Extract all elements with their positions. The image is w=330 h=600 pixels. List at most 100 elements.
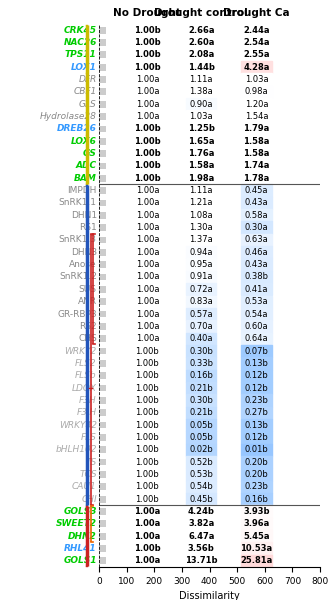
Text: Hydrolase28: Hydrolase28: [40, 112, 97, 121]
Text: 1.00b: 1.00b: [136, 433, 159, 442]
Text: 0.53a: 0.53a: [245, 297, 268, 306]
Bar: [241, 73, 272, 86]
Text: 2.55a: 2.55a: [243, 50, 270, 59]
Text: 1.78a: 1.78a: [244, 174, 270, 183]
Bar: [241, 332, 272, 345]
Text: 0.41a: 0.41a: [245, 285, 268, 294]
Bar: [186, 419, 216, 431]
Bar: [99, 249, 106, 256]
Bar: [132, 234, 163, 246]
Bar: [241, 554, 272, 567]
Text: 0.43a: 0.43a: [245, 260, 268, 269]
Text: SUS: SUS: [79, 285, 97, 294]
Text: 1.65a: 1.65a: [188, 137, 215, 146]
Text: 0.72a: 0.72a: [189, 285, 213, 294]
Bar: [186, 357, 216, 370]
Text: 1.00a: 1.00a: [136, 223, 159, 232]
Bar: [186, 221, 216, 234]
Text: 1.00a: 1.00a: [136, 334, 159, 343]
Bar: [99, 101, 106, 107]
Text: GOLS1: GOLS1: [63, 556, 97, 565]
Bar: [241, 61, 272, 73]
Bar: [99, 298, 106, 305]
X-axis label: Dissimilarity: Dissimilarity: [179, 591, 240, 600]
Text: FLS2: FLS2: [75, 359, 97, 368]
Text: 1.00a: 1.00a: [134, 532, 160, 541]
Bar: [132, 135, 163, 148]
Bar: [132, 493, 163, 505]
Text: RS2: RS2: [79, 322, 97, 331]
Bar: [99, 422, 106, 428]
Text: CHI: CHI: [81, 494, 97, 503]
Bar: [132, 73, 163, 86]
Bar: [132, 443, 163, 456]
Text: bHLH102: bHLH102: [55, 445, 97, 454]
Text: 1.00b: 1.00b: [136, 421, 159, 430]
Bar: [99, 175, 106, 182]
Text: 0.95a: 0.95a: [189, 260, 213, 269]
Text: Drought Ca: Drought Ca: [223, 8, 290, 18]
Text: TS: TS: [85, 458, 97, 467]
Text: 0.30b: 0.30b: [189, 396, 213, 405]
Text: 1.00a: 1.00a: [136, 285, 159, 294]
Bar: [186, 37, 216, 49]
Bar: [241, 221, 272, 234]
Bar: [186, 209, 216, 221]
Text: LOX1: LOX1: [71, 62, 97, 71]
Bar: [99, 52, 106, 58]
Bar: [99, 113, 106, 120]
Text: 0.54a: 0.54a: [245, 310, 268, 319]
Text: 1.00b: 1.00b: [134, 38, 161, 47]
Text: 0.54b: 0.54b: [189, 482, 213, 491]
Bar: [241, 518, 272, 530]
Bar: [99, 261, 106, 268]
Bar: [132, 554, 163, 567]
Text: 0.20b: 0.20b: [245, 458, 268, 467]
Text: CAU1: CAU1: [72, 482, 97, 491]
Text: WRKY2: WRKY2: [65, 347, 97, 356]
Text: 0.20b: 0.20b: [245, 470, 268, 479]
Text: 5.45a: 5.45a: [243, 532, 270, 541]
Text: 4.28a: 4.28a: [243, 62, 270, 71]
Text: 1.37a: 1.37a: [189, 235, 213, 244]
Bar: [186, 320, 216, 332]
Bar: [99, 311, 106, 317]
Text: 1.00b: 1.00b: [134, 174, 161, 183]
Bar: [241, 172, 272, 184]
Text: DFR: DFR: [79, 75, 97, 84]
Bar: [186, 542, 216, 554]
Text: 0.45b: 0.45b: [189, 494, 213, 503]
Bar: [99, 409, 106, 416]
Bar: [132, 382, 163, 394]
Text: 0.40a: 0.40a: [189, 334, 213, 343]
Bar: [132, 184, 163, 197]
Bar: [241, 259, 272, 271]
Text: 0.33b: 0.33b: [189, 359, 213, 368]
Bar: [132, 123, 163, 135]
Text: 1.03a: 1.03a: [189, 112, 213, 121]
Bar: [241, 493, 272, 505]
Bar: [241, 271, 272, 283]
Text: 2.08a: 2.08a: [188, 50, 215, 59]
Bar: [241, 419, 272, 431]
Bar: [241, 394, 272, 407]
Bar: [132, 370, 163, 382]
Bar: [99, 64, 106, 71]
Text: 1.11a: 1.11a: [189, 75, 213, 84]
Text: SnRK1.3: SnRK1.3: [59, 235, 97, 244]
Bar: [186, 407, 216, 419]
Bar: [132, 37, 163, 49]
Bar: [186, 197, 216, 209]
Text: 0.83a: 0.83a: [189, 297, 213, 306]
Bar: [132, 148, 163, 160]
Bar: [241, 456, 272, 468]
Text: 1.00b: 1.00b: [134, 50, 161, 59]
Bar: [186, 259, 216, 271]
Text: 1.00a: 1.00a: [136, 199, 159, 208]
Text: 0.12b: 0.12b: [245, 371, 268, 380]
Text: 0.60a: 0.60a: [245, 322, 268, 331]
Bar: [132, 505, 163, 518]
Text: 1.54a: 1.54a: [245, 112, 268, 121]
Text: 1.00a: 1.00a: [136, 322, 159, 331]
Text: 0.21b: 0.21b: [189, 408, 213, 417]
